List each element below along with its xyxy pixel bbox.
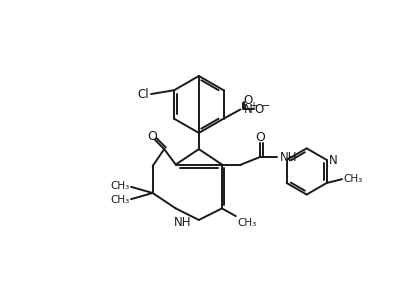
Text: CH₃: CH₃ — [237, 218, 256, 228]
Text: Cl: Cl — [137, 88, 149, 100]
Text: O: O — [254, 103, 264, 116]
Text: NH: NH — [174, 216, 191, 229]
Text: +: + — [249, 101, 257, 111]
Text: CH₃: CH₃ — [110, 181, 130, 191]
Text: N: N — [243, 103, 252, 116]
Text: NH: NH — [280, 151, 297, 164]
Text: CH₃: CH₃ — [344, 174, 363, 184]
Text: O: O — [243, 95, 253, 108]
Text: O: O — [255, 131, 266, 144]
Text: CH₃: CH₃ — [110, 195, 130, 205]
Text: −: − — [260, 101, 270, 111]
Text: N: N — [329, 154, 338, 167]
Text: O: O — [147, 130, 157, 143]
